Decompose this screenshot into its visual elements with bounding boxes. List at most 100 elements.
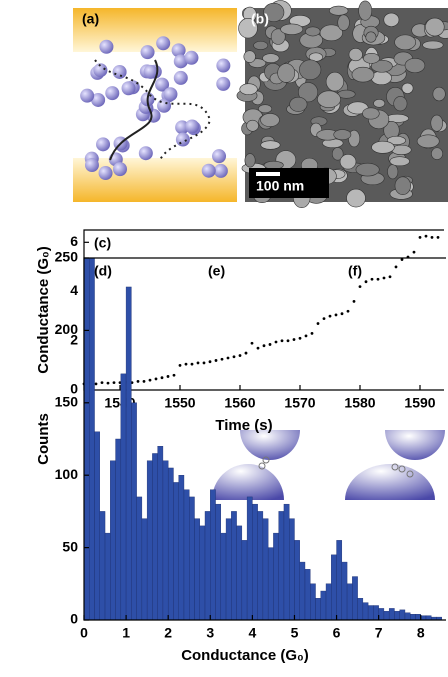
data-point (377, 278, 380, 281)
figure: (a) 100 nm (b) 0246154015501560157015801… (0, 0, 448, 677)
bar (110, 461, 115, 620)
x-tick-label: 1560 (224, 395, 255, 411)
bar (258, 511, 263, 620)
data-point (269, 343, 272, 346)
data-point (155, 378, 158, 381)
bar (84, 258, 89, 620)
data-point (95, 382, 98, 385)
sphere (212, 149, 226, 163)
bar (337, 540, 342, 620)
grain (423, 41, 444, 49)
grain (349, 48, 362, 60)
data-point (383, 277, 386, 280)
grain (405, 58, 425, 72)
data-point (359, 285, 362, 288)
panel-b: 100 nm (b) (237, 1, 448, 208)
x-axis-title: Conductance (G₀) (181, 647, 309, 664)
grain (356, 163, 379, 176)
bar (379, 608, 384, 620)
data-point (275, 341, 278, 344)
bar (300, 562, 305, 620)
y-tick-label: 4 (70, 282, 78, 298)
bar (252, 504, 257, 620)
grain (366, 32, 376, 43)
data-point (341, 312, 344, 315)
grain (374, 99, 385, 107)
sphere (122, 81, 136, 95)
grain (371, 71, 391, 85)
data-point (317, 322, 320, 325)
bar (279, 511, 284, 620)
x-tick-label: 4 (248, 625, 256, 641)
bar (415, 614, 420, 620)
grain (352, 67, 374, 82)
bar (310, 584, 315, 620)
data-point (395, 266, 398, 269)
bar (179, 475, 184, 620)
sphere (202, 164, 216, 178)
bar (173, 482, 178, 620)
grain (247, 120, 259, 131)
y-tick-label: 0 (70, 611, 78, 627)
bar (305, 569, 310, 620)
bar (373, 606, 378, 620)
bar (368, 606, 373, 620)
grain (290, 97, 307, 111)
bar (184, 490, 189, 620)
sphere (156, 36, 170, 50)
data-point (335, 314, 338, 317)
x-tick-label: 0 (80, 625, 88, 641)
data-point (149, 379, 152, 382)
grain (261, 141, 280, 150)
bar (168, 468, 173, 620)
grain (240, 84, 258, 95)
bar (394, 611, 399, 620)
inset-label: (f) (348, 263, 362, 279)
data-point (281, 339, 284, 342)
y-tick-label: 50 (62, 538, 78, 554)
bar (363, 603, 368, 620)
panel-label: (a) (82, 11, 99, 27)
data-point (311, 332, 314, 335)
data-point (293, 338, 296, 341)
grain (433, 87, 445, 101)
data-point (299, 337, 302, 340)
x-tick-label: 2 (164, 625, 172, 641)
data-point (437, 236, 440, 239)
panel-label: (d) (94, 263, 112, 279)
bar (321, 591, 326, 620)
scale-bar-label: 100 nm (256, 178, 304, 194)
data-point (233, 355, 236, 358)
bar (358, 598, 363, 620)
bar (389, 608, 394, 620)
sphere (174, 71, 188, 85)
bar (189, 497, 194, 620)
sphere (139, 146, 153, 160)
sphere (96, 137, 110, 151)
bar (126, 287, 131, 620)
data-point (251, 342, 254, 345)
grain (278, 64, 295, 83)
bar (316, 598, 321, 620)
sphere (163, 87, 177, 101)
data-point (389, 275, 392, 278)
x-tick-label: 1570 (284, 395, 315, 411)
bar (273, 533, 278, 620)
bar (400, 610, 405, 620)
bar (294, 540, 299, 620)
bar (163, 461, 168, 620)
panel-label: (c) (94, 235, 111, 251)
bar (100, 511, 105, 620)
data-point (203, 362, 206, 365)
x-axis-title: Time (s) (215, 417, 272, 434)
data-point (323, 317, 326, 320)
bar (326, 584, 331, 620)
sphere (99, 40, 113, 54)
inset-label: (e) (208, 263, 225, 279)
bar (210, 490, 215, 620)
bar (137, 497, 142, 620)
axis-frame (84, 230, 444, 390)
data-point (173, 374, 176, 377)
data-point (137, 380, 140, 383)
data-point (107, 382, 110, 385)
